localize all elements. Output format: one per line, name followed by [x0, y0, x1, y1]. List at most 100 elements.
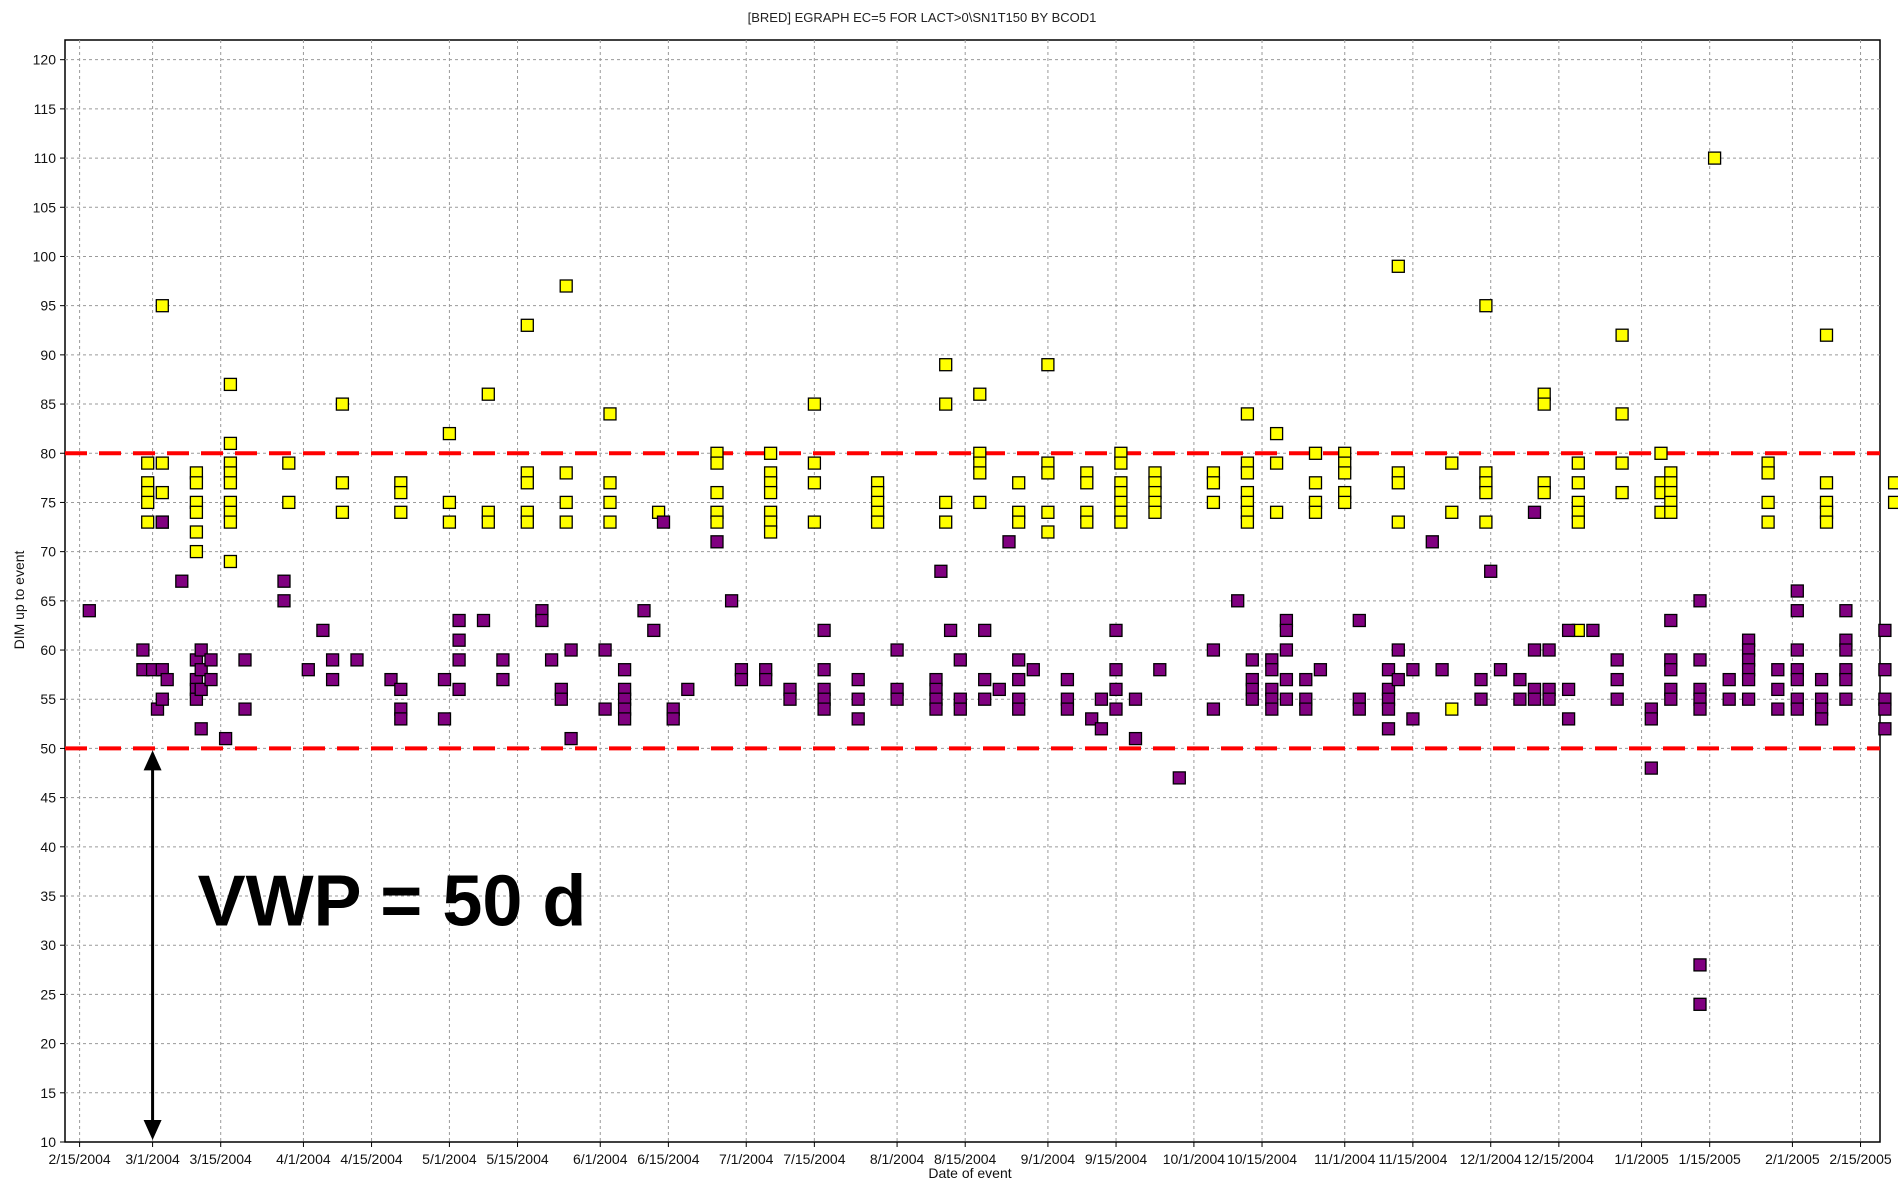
- data-point: [724, 594, 739, 608]
- data-point: [1814, 712, 1829, 726]
- data-point: [1513, 672, 1527, 687]
- y-tick-label: 95: [40, 298, 56, 314]
- data-point: [783, 692, 797, 706]
- data-point: [520, 515, 534, 529]
- data-point: [1790, 584, 1804, 598]
- data-point: [1887, 495, 1898, 510]
- data-point: [763, 446, 778, 460]
- data-point: [437, 712, 452, 726]
- vwp-arrow-head-up: [143, 750, 162, 771]
- data-point: [1542, 692, 1556, 706]
- data-point: [890, 692, 904, 706]
- data-point: [481, 515, 495, 529]
- data-point: [598, 643, 612, 657]
- data-point: [350, 653, 364, 667]
- data-point: [1206, 643, 1221, 657]
- data-point: [807, 515, 822, 529]
- data-point: [82, 604, 96, 618]
- data-point: [155, 485, 169, 500]
- data-point: [1085, 712, 1099, 726]
- data-point: [656, 515, 671, 529]
- data-point: [807, 476, 822, 490]
- x-tick-label: 6/15/2004: [637, 1151, 699, 1167]
- x-axis-label: Date of event: [928, 1165, 1011, 1181]
- data-point: [890, 643, 904, 657]
- data-point: [953, 702, 967, 716]
- data-point: [1722, 672, 1736, 687]
- data-point: [851, 692, 865, 706]
- data-point: [1109, 682, 1123, 697]
- data-point: [544, 653, 559, 667]
- data-point: [155, 692, 169, 706]
- data-point: [1527, 643, 1542, 657]
- data-point: [1265, 663, 1279, 677]
- x-tick-label: 8/15/2004: [934, 1151, 996, 1167]
- data-point: [218, 731, 233, 746]
- data-point: [442, 426, 457, 441]
- data-point: [603, 495, 617, 510]
- data-point: [939, 397, 953, 411]
- data-point: [394, 505, 408, 519]
- data-point: [1479, 515, 1493, 529]
- data-point: [1391, 515, 1405, 529]
- x-tick-label: 5/1/2004: [422, 1151, 477, 1167]
- data-point: [1513, 692, 1527, 706]
- data-point: [763, 485, 778, 500]
- data-point: [1445, 456, 1459, 470]
- data-point: [1279, 672, 1294, 687]
- data-point: [1878, 623, 1892, 638]
- y-tick-label: 105: [33, 199, 57, 215]
- data-point: [973, 495, 987, 510]
- data-point: [870, 515, 885, 529]
- data-point: [1012, 653, 1026, 667]
- y-tick-label: 85: [40, 396, 56, 412]
- data-point: [1381, 702, 1396, 716]
- data-point: [1561, 682, 1576, 697]
- data-point: [939, 515, 953, 529]
- x-tick-label: 10/15/2004: [1227, 1151, 1297, 1167]
- data-point: [647, 623, 661, 638]
- y-tick-label: 60: [40, 642, 56, 658]
- data-point: [953, 653, 967, 667]
- data-point: [1080, 515, 1094, 529]
- data-point: [1338, 495, 1352, 510]
- data-point: [1406, 663, 1420, 677]
- data-point: [301, 663, 315, 677]
- data-point: [1474, 692, 1488, 706]
- data-point: [973, 387, 987, 401]
- data-points: [82, 151, 1898, 1011]
- data-point: [1279, 692, 1294, 706]
- data-point: [1761, 466, 1775, 480]
- data-point: [1693, 958, 1707, 972]
- y-tick-label: 40: [40, 839, 56, 855]
- data-point: [1819, 328, 1834, 342]
- data-point: [1610, 672, 1624, 687]
- data-point: [1313, 663, 1328, 677]
- data-point: [973, 466, 987, 480]
- data-point: [1693, 594, 1707, 608]
- series-0: [141, 151, 1898, 716]
- series-1: [82, 505, 1892, 1011]
- data-point: [1041, 466, 1055, 480]
- data-point: [1761, 495, 1775, 510]
- data-point: [1445, 505, 1459, 519]
- data-point: [238, 702, 252, 716]
- data-point: [1790, 672, 1804, 687]
- data-point: [1571, 456, 1585, 470]
- x-tick-label: 5/15/2004: [486, 1151, 548, 1167]
- data-point: [1114, 456, 1128, 470]
- data-point: [1109, 623, 1123, 638]
- x-tick-label: 9/1/2004: [1021, 1151, 1076, 1167]
- data-point: [496, 672, 510, 687]
- data-point: [1094, 722, 1109, 736]
- data-point: [1814, 672, 1829, 687]
- data-point: [1308, 476, 1323, 490]
- data-point: [1265, 702, 1279, 716]
- x-tick-label: 3/15/2004: [190, 1151, 252, 1167]
- data-point: [335, 505, 350, 519]
- data-point: [817, 663, 831, 677]
- data-point: [1352, 613, 1366, 628]
- data-point: [681, 682, 695, 697]
- data-point: [763, 525, 778, 539]
- data-point: [189, 544, 204, 559]
